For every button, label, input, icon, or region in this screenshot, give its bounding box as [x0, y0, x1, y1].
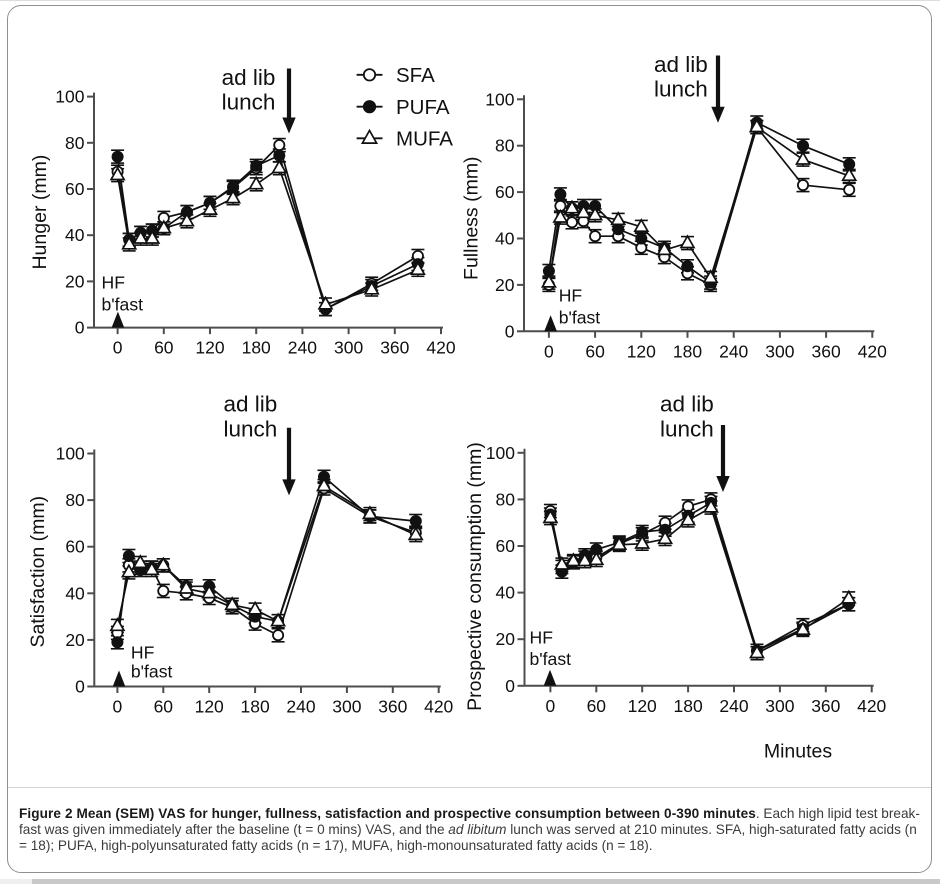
svg-text:40: 40: [496, 583, 516, 603]
svg-text:80: 80: [495, 136, 515, 156]
svg-text:180: 180: [673, 696, 702, 716]
svg-text:b'fast: b'fast: [102, 294, 144, 314]
svg-text:Fullness (mm): Fullness (mm): [461, 156, 483, 280]
svg-text:lunch: lunch: [660, 417, 714, 442]
svg-text:0: 0: [113, 697, 123, 717]
svg-text:120: 120: [627, 341, 656, 361]
svg-text:360: 360: [811, 696, 840, 716]
svg-text:HF: HF: [559, 286, 583, 306]
svg-text:360: 360: [378, 697, 407, 717]
svg-text:100: 100: [55, 87, 84, 107]
svg-text:80: 80: [65, 490, 85, 510]
svg-text:420: 420: [424, 697, 453, 717]
svg-text:HF: HF: [131, 642, 155, 662]
svg-text:100: 100: [56, 444, 85, 464]
svg-text:60: 60: [496, 536, 516, 556]
svg-text:ad lib: ad lib: [654, 52, 708, 77]
svg-text:0: 0: [505, 676, 515, 696]
svg-text:0: 0: [75, 677, 85, 697]
svg-text:180: 180: [240, 697, 269, 717]
svg-text:240: 240: [286, 697, 315, 717]
svg-text:Prospective consumption (mm): Prospective consumption (mm): [464, 442, 486, 711]
svg-text:360: 360: [811, 341, 840, 361]
svg-text:MUFA: MUFA: [396, 128, 453, 151]
svg-text:ad lib: ad lib: [224, 392, 278, 417]
svg-text:420: 420: [426, 338, 455, 358]
svg-text:60: 60: [154, 338, 174, 358]
svg-text:60: 60: [65, 179, 85, 199]
svg-text:HF: HF: [102, 273, 126, 293]
svg-text:0: 0: [544, 341, 554, 361]
svg-text:60: 60: [495, 182, 515, 202]
svg-text:0: 0: [546, 696, 556, 716]
svg-text:120: 120: [628, 696, 657, 716]
svg-text:120: 120: [195, 697, 224, 717]
svg-text:180: 180: [673, 341, 702, 361]
svg-text:Satisfaction (mm): Satisfaction (mm): [27, 496, 49, 648]
svg-text:300: 300: [765, 696, 794, 716]
svg-text:40: 40: [495, 229, 515, 249]
svg-text:100: 100: [485, 89, 514, 109]
svg-text:lunch: lunch: [222, 89, 276, 114]
svg-text:420: 420: [858, 341, 887, 361]
svg-text:360: 360: [380, 338, 409, 358]
svg-text:420: 420: [857, 696, 886, 716]
svg-text:20: 20: [495, 275, 515, 295]
svg-text:b'fast: b'fast: [530, 649, 572, 669]
svg-text:20: 20: [496, 629, 516, 649]
svg-text:300: 300: [765, 341, 794, 361]
svg-text:PUFA: PUFA: [396, 96, 450, 119]
svg-text:Hunger (mm): Hunger (mm): [29, 155, 51, 270]
svg-text:20: 20: [65, 271, 85, 291]
svg-text:HF: HF: [530, 627, 554, 647]
svg-text:240: 240: [719, 341, 748, 361]
svg-text:180: 180: [242, 338, 271, 358]
svg-text:b'fast: b'fast: [559, 308, 601, 328]
svg-text:60: 60: [154, 697, 174, 717]
svg-text:b'fast: b'fast: [131, 662, 173, 682]
svg-text:Minutes: Minutes: [764, 741, 833, 763]
svg-text:0: 0: [75, 318, 85, 338]
svg-text:lunch: lunch: [654, 76, 708, 101]
svg-text:ad lib: ad lib: [660, 392, 714, 417]
svg-text:120: 120: [195, 338, 224, 358]
svg-text:240: 240: [288, 338, 317, 358]
svg-text:0: 0: [113, 338, 123, 358]
svg-text:300: 300: [332, 697, 361, 717]
svg-text:20: 20: [65, 630, 85, 650]
svg-text:40: 40: [65, 225, 85, 245]
svg-text:60: 60: [587, 696, 607, 716]
svg-text:60: 60: [585, 341, 605, 361]
svg-text:SFA: SFA: [396, 64, 435, 87]
svg-text:100: 100: [486, 443, 515, 463]
svg-text:300: 300: [334, 338, 363, 358]
svg-text:80: 80: [496, 489, 516, 509]
svg-text:60: 60: [65, 537, 85, 557]
svg-text:0: 0: [505, 321, 515, 341]
svg-text:ad lib: ad lib: [222, 65, 276, 90]
svg-text:lunch: lunch: [224, 417, 278, 442]
svg-text:80: 80: [65, 133, 85, 153]
svg-text:40: 40: [65, 583, 85, 603]
svg-text:240: 240: [719, 696, 748, 716]
